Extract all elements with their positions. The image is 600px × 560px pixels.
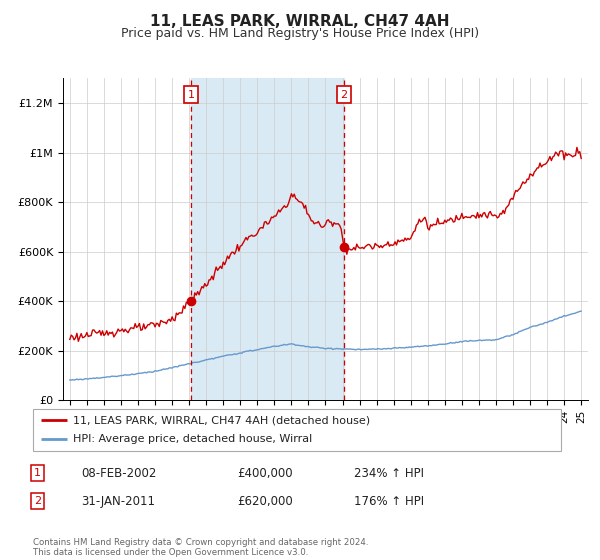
Text: Contains HM Land Registry data © Crown copyright and database right 2024.
This d: Contains HM Land Registry data © Crown c…: [33, 538, 368, 557]
Text: HPI: Average price, detached house, Wirral: HPI: Average price, detached house, Wirr…: [73, 435, 312, 445]
Text: Price paid vs. HM Land Registry's House Price Index (HPI): Price paid vs. HM Land Registry's House …: [121, 27, 479, 40]
Text: 08-FEB-2002: 08-FEB-2002: [81, 466, 157, 480]
Text: 1: 1: [187, 90, 194, 100]
Text: 176% ↑ HPI: 176% ↑ HPI: [354, 494, 424, 508]
Text: £620,000: £620,000: [237, 494, 293, 508]
FancyBboxPatch shape: [33, 409, 561, 451]
Bar: [191, 78, 344, 400]
Text: 11, LEAS PARK, WIRRAL, CH47 4AH: 11, LEAS PARK, WIRRAL, CH47 4AH: [150, 14, 450, 29]
Text: 2: 2: [34, 496, 41, 506]
Text: 11, LEAS PARK, WIRRAL, CH47 4AH (detached house): 11, LEAS PARK, WIRRAL, CH47 4AH (detache…: [73, 415, 370, 425]
Text: 1: 1: [34, 468, 41, 478]
Text: 2: 2: [340, 90, 347, 100]
Text: £400,000: £400,000: [237, 466, 293, 480]
Text: 234% ↑ HPI: 234% ↑ HPI: [354, 466, 424, 480]
Text: 31-JAN-2011: 31-JAN-2011: [81, 494, 155, 508]
